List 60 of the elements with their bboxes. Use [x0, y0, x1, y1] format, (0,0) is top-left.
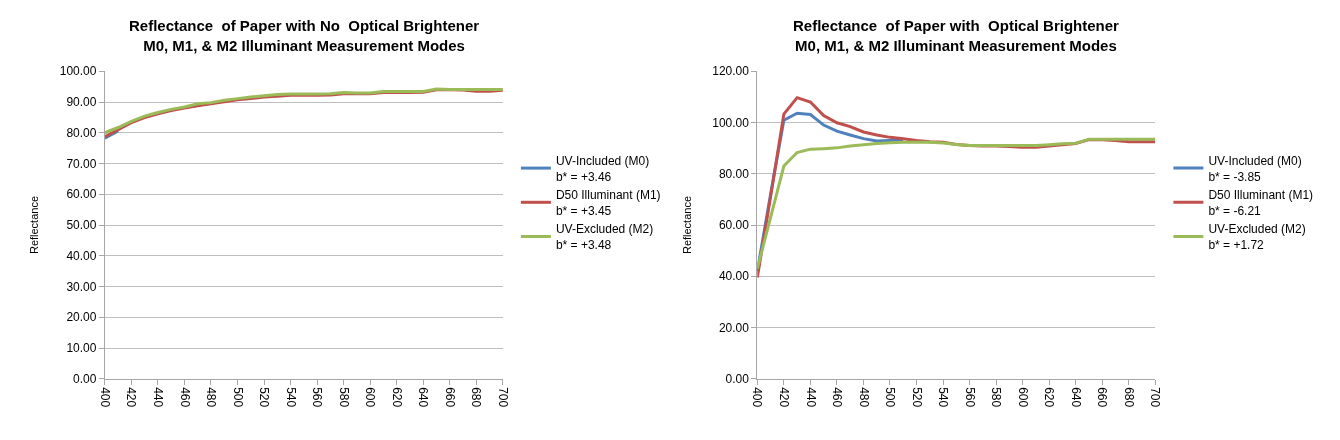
x-tick-label: 500: [883, 387, 898, 408]
x-tick-label: 580: [336, 387, 351, 408]
y-tick-label: 60.00: [718, 218, 750, 233]
x-tick-label: 420: [776, 387, 791, 408]
x-tick-label: 680: [469, 387, 484, 408]
y-tick-label: 70.00: [66, 156, 97, 171]
x-tick-label: 620: [389, 387, 404, 408]
y-tick-label: 20.00: [66, 310, 97, 325]
x-tick-label: 540: [283, 387, 298, 408]
x-tick-label: 680: [1121, 387, 1136, 408]
x-tick-label: 420: [124, 387, 139, 408]
x-tick-label: 660: [1095, 387, 1110, 408]
x-tick-label: 440: [803, 387, 818, 408]
x-tick-label: 700: [495, 387, 510, 408]
x-tick-label: 400: [750, 387, 765, 408]
legend-label: D50 Illuminant (M1) b* = -6.21: [1208, 188, 1314, 218]
x-tick-label: 480: [856, 387, 871, 408]
y-tick-label: 20.00: [718, 320, 750, 335]
legend-label: UV-Included (M0) b* = +3.46: [555, 153, 650, 184]
x-tick-label: 540: [936, 387, 951, 408]
legend-label: UV-Excluded (M2) b* = +3.48: [555, 222, 654, 252]
x-tick-label: 560: [310, 387, 325, 408]
legend-label: D50 Illuminant (M1) b* = +3.45: [555, 188, 661, 218]
y-tick-label: 10.00: [66, 341, 97, 356]
x-tick-label: 440: [151, 387, 165, 408]
y-tick-label: 60.00: [66, 187, 97, 202]
x-tick-label: 640: [416, 387, 431, 408]
legend-label: UV-Included (M0) b* = -3.85: [1208, 153, 1302, 184]
y-tick-label: 0.00: [725, 371, 750, 386]
x-tick-label: 600: [1015, 387, 1030, 408]
y-tick-label: 100.00: [712, 115, 750, 130]
y-axis-title: Reflectance: [680, 195, 693, 255]
y-tick-label: 40.00: [66, 248, 97, 263]
y-tick-label: 80.00: [66, 125, 97, 140]
x-tick-label: 640: [1068, 387, 1083, 408]
y-tick-label: 90.00: [66, 95, 97, 110]
y-tick-label: 50.00: [66, 218, 97, 233]
x-tick-label: 520: [909, 387, 924, 408]
x-tick-label: 480: [204, 387, 219, 408]
x-tick-label: 560: [962, 387, 977, 408]
x-tick-label: 520: [257, 387, 272, 408]
x-tick-label: 460: [177, 387, 192, 408]
x-tick-label: 620: [1042, 387, 1057, 408]
x-tick-label: 500: [230, 387, 245, 408]
y-tick-label: 40.00: [718, 269, 750, 284]
x-tick-label: 460: [830, 387, 845, 408]
x-tick-label: 700: [1148, 387, 1163, 408]
chart-title: Reflectance of Paper with No Optical Brightener M0, M1, & M2 Illuminant Measurement Modes: [129, 17, 480, 54]
y-tick-label: 0.00: [73, 371, 97, 386]
y-tick-label: 120.00: [712, 64, 750, 79]
y-tick-label: 30.00: [66, 279, 97, 294]
x-tick-label: 580: [989, 387, 1004, 408]
y-axis-title: Reflectance: [28, 195, 41, 255]
chart-title: Reflectance of Paper with Optical Brightener M0, M1, & M2 Illuminant Measurement Modes: [793, 17, 1120, 54]
y-tick-label: 80.00: [718, 166, 750, 181]
legend-label: UV-Excluded (M2) b* = +1.72: [1208, 222, 1306, 252]
x-tick-label: 400: [97, 387, 112, 408]
x-tick-label: 660: [442, 387, 457, 408]
x-tick-label: 600: [363, 387, 378, 408]
y-tick-label: 100.00: [59, 64, 97, 79]
